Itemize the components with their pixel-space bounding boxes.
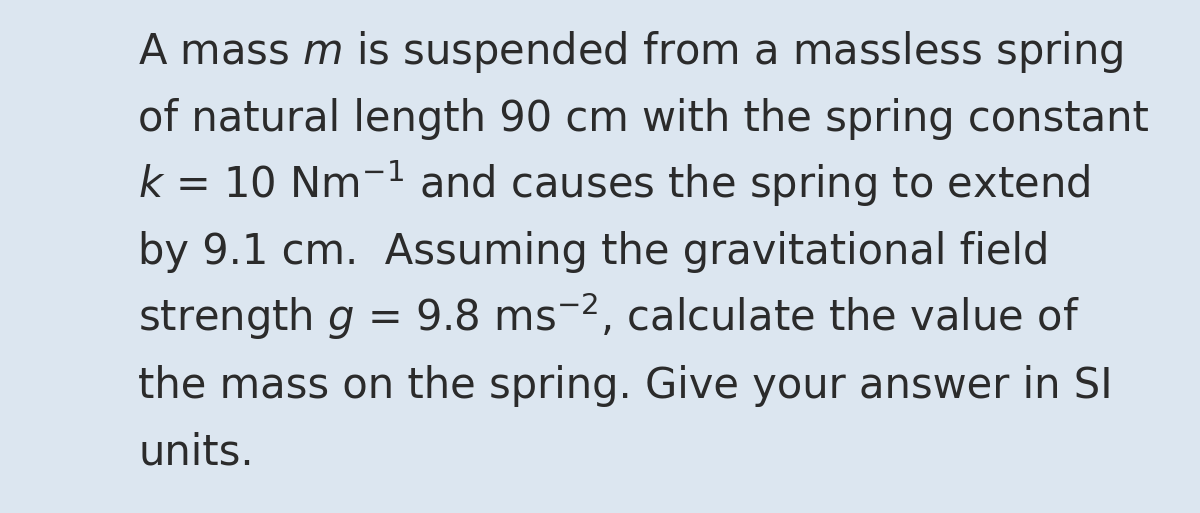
Text: units.: units. bbox=[138, 431, 253, 473]
Text: A mass $m$ is suspended from a massless spring: A mass $m$ is suspended from a massless … bbox=[138, 29, 1123, 75]
Text: of natural length 90 cm with the spring constant: of natural length 90 cm with the spring … bbox=[138, 98, 1148, 140]
Text: by 9.1 cm.  Assuming the gravitational field: by 9.1 cm. Assuming the gravitational fi… bbox=[138, 231, 1049, 273]
Text: the mass on the spring. Give your answer in SI: the mass on the spring. Give your answer… bbox=[138, 365, 1112, 407]
Text: strength $g$ = 9.8 ms$^{-2}$, calculate the value of: strength $g$ = 9.8 ms$^{-2}$, calculate … bbox=[138, 290, 1080, 342]
Text: $k$ = 10 Nm$^{-1}$ and causes the spring to extend: $k$ = 10 Nm$^{-1}$ and causes the spring… bbox=[138, 157, 1090, 208]
